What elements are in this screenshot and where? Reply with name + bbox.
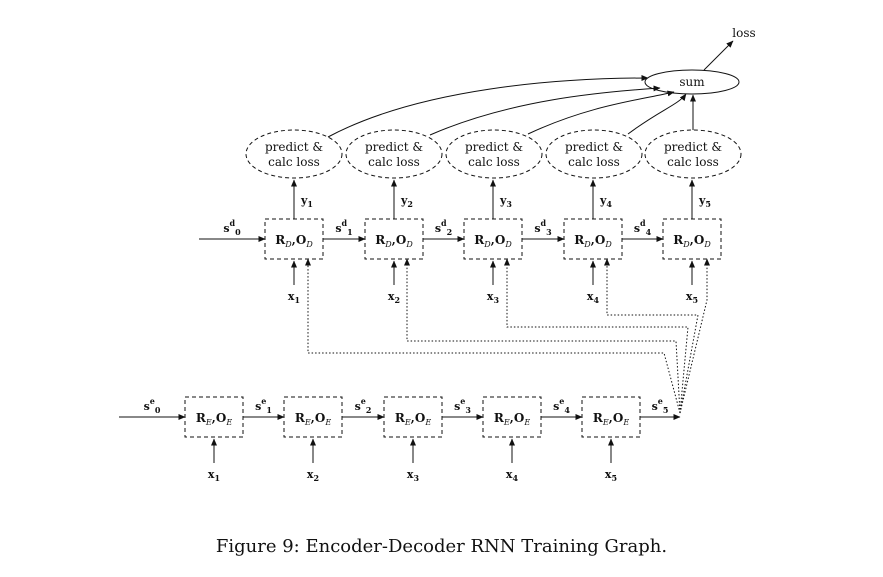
predict-node-1 [245, 129, 343, 179]
predict-node-4 [545, 129, 643, 179]
context-link-1 [305, 258, 681, 414]
encoder-state-s2: se2 [355, 396, 372, 415]
figure-caption: Figure 9: Encoder-Decoder RNN Training G… [215, 536, 668, 557]
decoder-output-label-y5: y5 [698, 194, 711, 209]
predict-to-sum-3 [527, 90, 675, 135]
decoder-cell-4 [563, 218, 623, 260]
decoder-input-label-x2: x2 [388, 290, 400, 305]
encoder-cell-label: RE,OE [295, 411, 331, 427]
predict-label-line2: calc loss [568, 155, 620, 169]
predict-label-line2: calc loss [468, 155, 520, 169]
decoder-output-label-y3: y3 [499, 194, 512, 209]
encoder-cell-label: RE,OE [196, 411, 232, 427]
predict-label-line2: calc loss [368, 155, 420, 169]
decoder-state-s0: sd0 [223, 218, 241, 237]
encoder-cell-4 [482, 396, 542, 438]
decoder-output-label-y2: y2 [400, 194, 413, 209]
predict-label-line1: predict & [664, 140, 722, 154]
encoder-cell-label: RE,OE [494, 411, 530, 427]
decoder-input-label-x5: x5 [686, 290, 698, 305]
predict-node-5 [644, 129, 742, 179]
encoder-state-s1: se1 [255, 396, 272, 415]
encoder-cell-3 [383, 396, 443, 438]
decoder-state-s2: sd2 [435, 218, 452, 237]
decoder-state-s1: sd1 [335, 218, 352, 237]
predict-to-sum-1 [327, 75, 649, 138]
decoder-cell-label: RD,OD [375, 233, 413, 249]
context-link-4 [604, 258, 699, 414]
predict-label-line1: predict & [465, 140, 523, 154]
encoder-cell-label: RE,OE [593, 411, 629, 427]
encoder-cell-label: RE,OE [395, 411, 431, 427]
context-link-5 [679, 258, 710, 414]
encoder-input-label-x4: x4 [506, 468, 519, 483]
decoder-cell-label: RD,OD [673, 233, 711, 249]
encoder-state-s3: se3 [454, 396, 471, 415]
encoder-state-s4: se4 [553, 396, 570, 415]
decoder-state-s3: sd3 [534, 218, 552, 237]
loss-arrow [703, 40, 734, 71]
decoder-output-label-y4: y4 [599, 194, 612, 209]
predict-node-2 [345, 129, 443, 179]
decoder-cell-label: RD,OD [574, 233, 612, 249]
predict-label-line2: calc loss [667, 155, 719, 169]
encoder-state-s5: se5 [652, 396, 669, 415]
predict-to-sum-2 [429, 85, 661, 136]
encoder-cell-5 [581, 396, 641, 438]
decoder-input-label-x3: x3 [487, 290, 500, 305]
encoder-cell-2 [283, 396, 343, 438]
predict-label-line1: predict & [565, 140, 623, 154]
predict-label-line1: predict & [265, 140, 323, 154]
sum-node [644, 69, 740, 95]
encoder-cell-1 [184, 396, 244, 438]
loss-label: loss [732, 26, 755, 40]
encoder-input-label-x5: x5 [605, 468, 617, 483]
decoder-state-s4: sd4 [634, 218, 652, 237]
predict-node-3 [445, 129, 543, 179]
predict-to-sum-4 [627, 93, 687, 135]
decoder-cell-5 [662, 218, 722, 260]
decoder-cell-label: RD,OD [275, 233, 313, 249]
decoder-cell-2 [364, 218, 424, 260]
encoder-state-s0: se0 [144, 396, 161, 415]
decoder-cell-3 [463, 218, 523, 260]
encoder-input-label-x1: x1 [208, 468, 220, 483]
predict-label-line2: calc loss [268, 155, 320, 169]
predict-label-line1: predict & [365, 140, 423, 154]
decoder-cell-1 [264, 218, 324, 260]
decoder-cell-label: RD,OD [474, 233, 512, 249]
encoder-input-label-x2: x2 [307, 468, 319, 483]
sum-label: sum [679, 75, 705, 89]
encoder-input-label-x3: x3 [407, 468, 420, 483]
decoder-output-label-y1: y1 [300, 194, 313, 209]
decoder-input-label-x4: x4 [587, 290, 600, 305]
context-link-2 [404, 258, 681, 414]
decoder-input-label-x1: x1 [288, 290, 300, 305]
context-link-3 [504, 258, 689, 414]
